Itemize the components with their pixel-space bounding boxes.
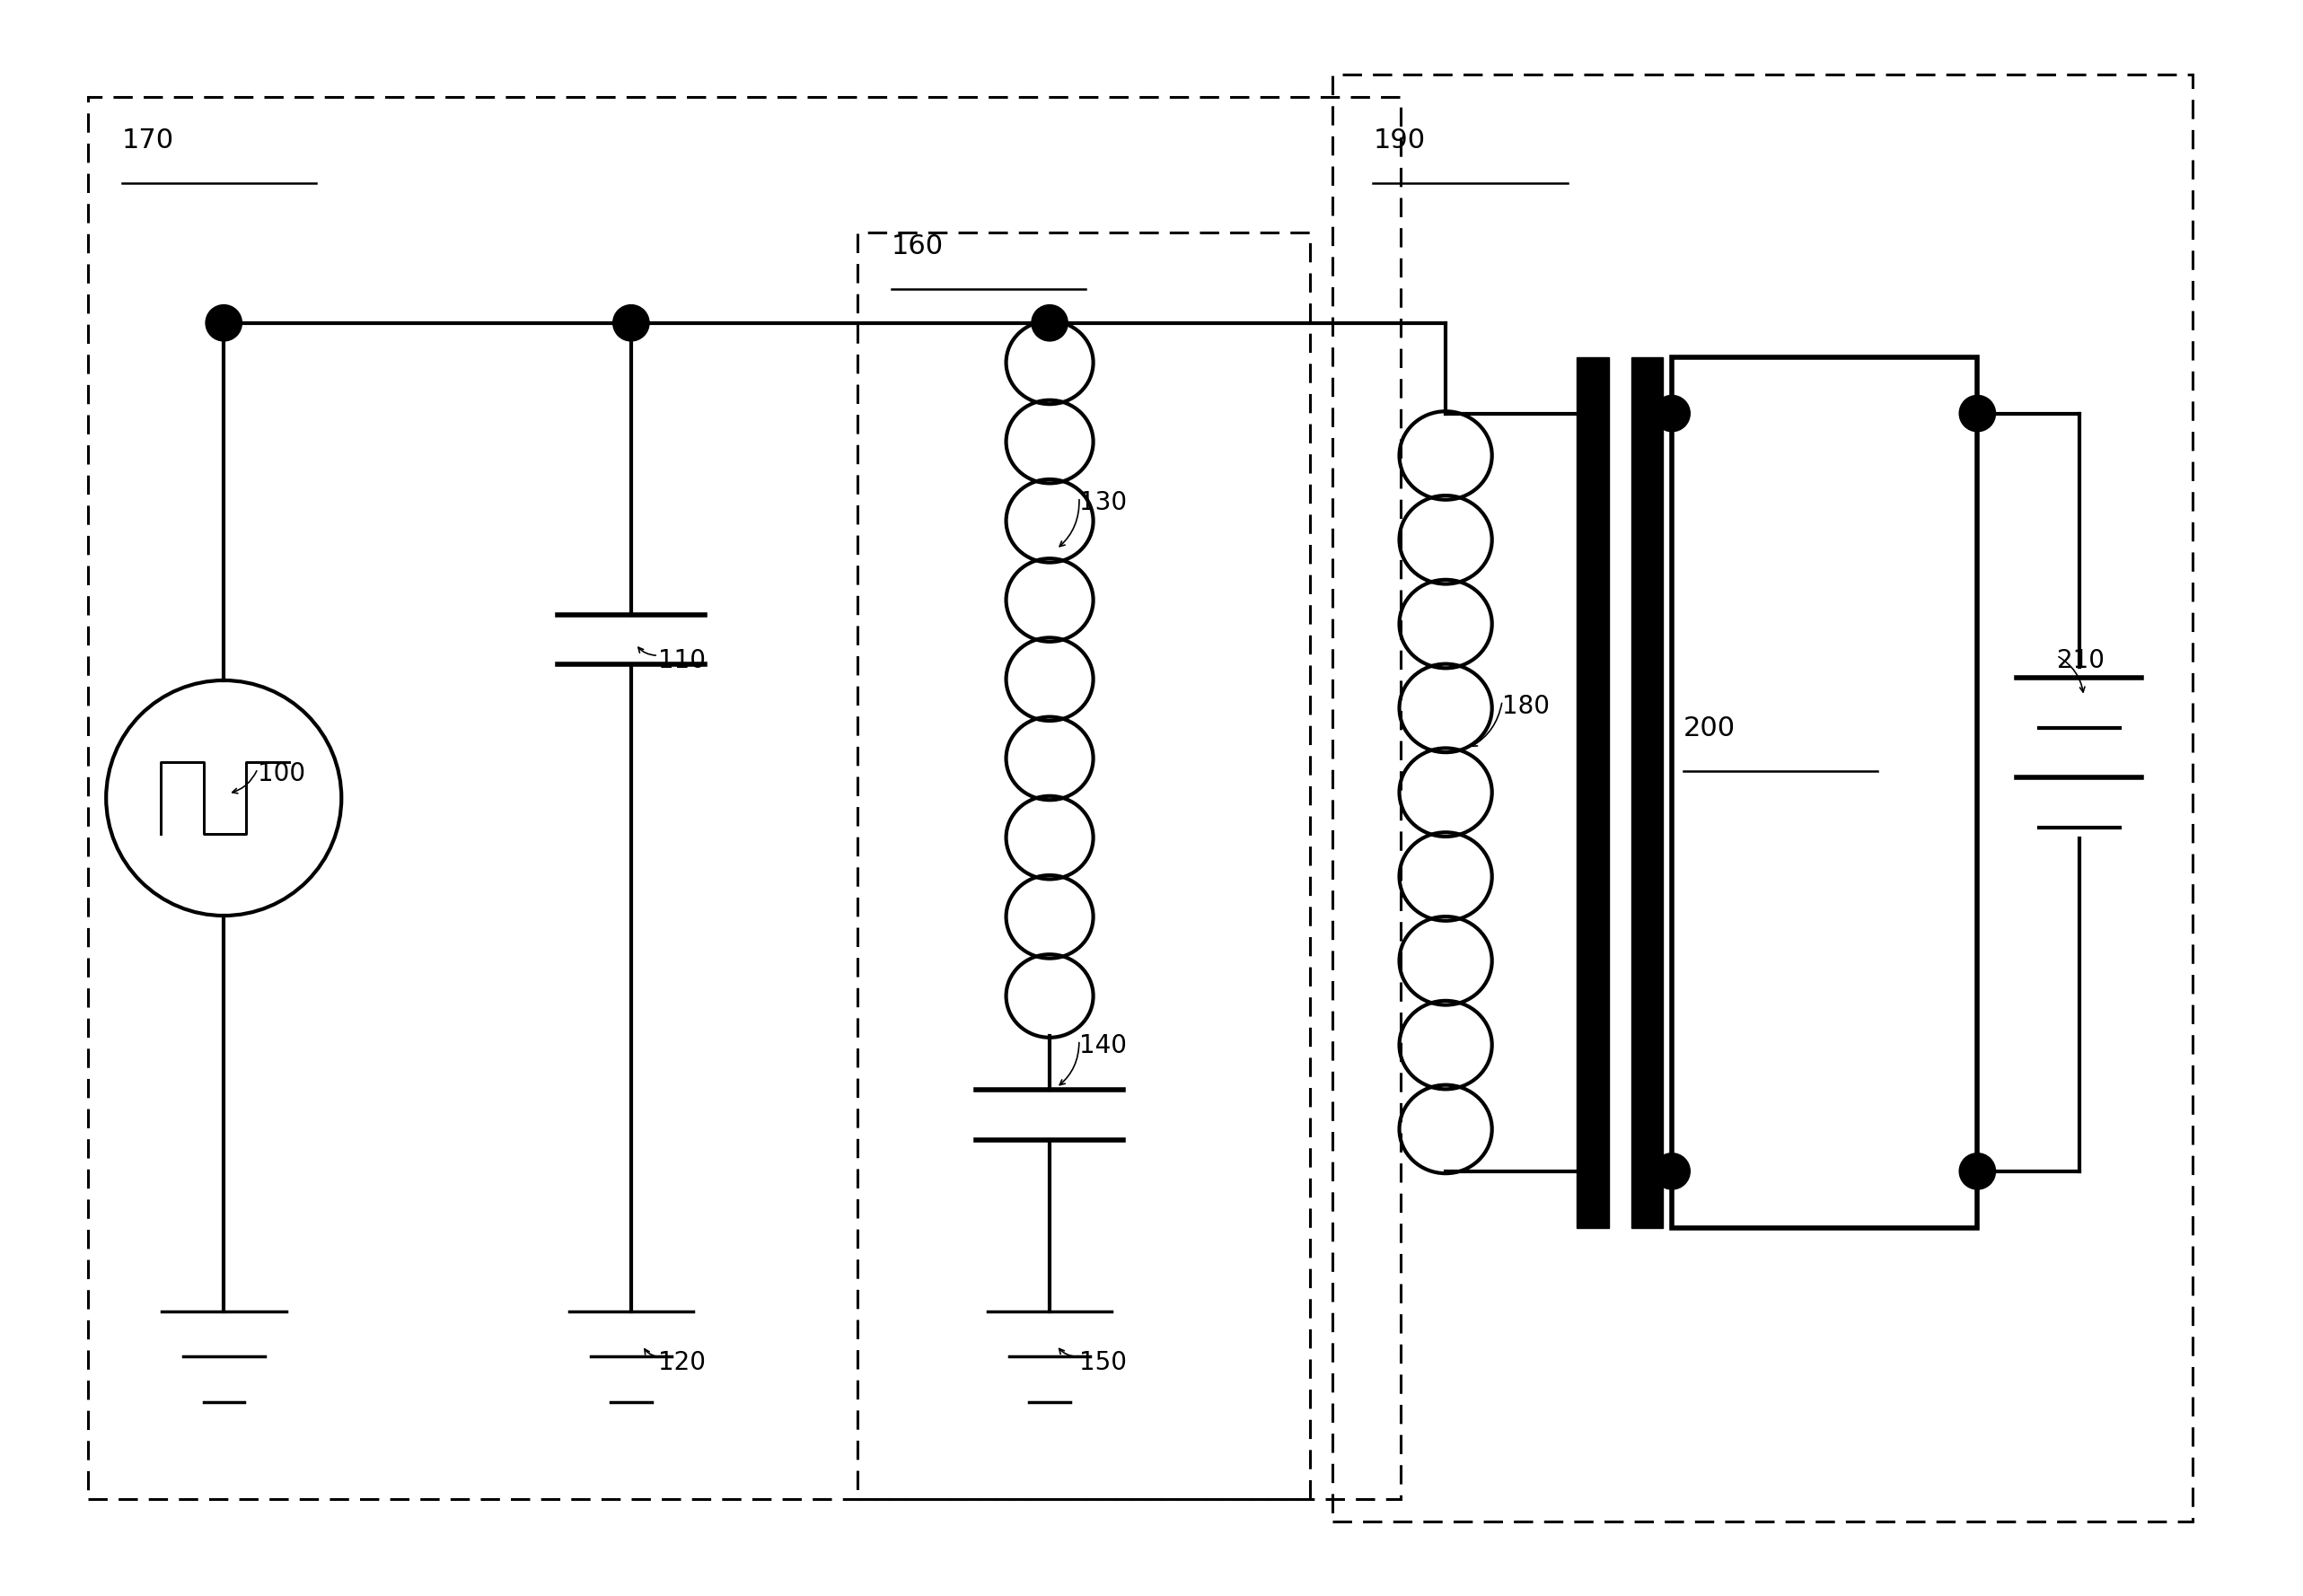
Text: 140: 140 xyxy=(1080,1033,1126,1058)
Circle shape xyxy=(1960,396,1994,431)
Text: 130: 130 xyxy=(1080,490,1126,516)
Text: 190: 190 xyxy=(1373,128,1426,153)
Bar xyxy=(1578,358,1607,1227)
Text: 150: 150 xyxy=(1080,1350,1126,1374)
Circle shape xyxy=(613,305,649,342)
Circle shape xyxy=(205,305,242,342)
Text: 100: 100 xyxy=(258,761,306,787)
Text: 180: 180 xyxy=(1502,694,1550,718)
Text: 200: 200 xyxy=(1683,715,1736,742)
Text: 210: 210 xyxy=(2057,648,2105,674)
Circle shape xyxy=(1032,305,1069,342)
Bar xyxy=(1672,358,1978,1227)
Text: 170: 170 xyxy=(122,128,175,153)
Bar xyxy=(1631,358,1663,1227)
Text: 110: 110 xyxy=(659,648,705,674)
Circle shape xyxy=(1654,1154,1690,1189)
Text: 160: 160 xyxy=(891,233,944,260)
Circle shape xyxy=(1654,396,1690,431)
Circle shape xyxy=(1960,1154,1994,1189)
Text: 120: 120 xyxy=(659,1350,705,1374)
